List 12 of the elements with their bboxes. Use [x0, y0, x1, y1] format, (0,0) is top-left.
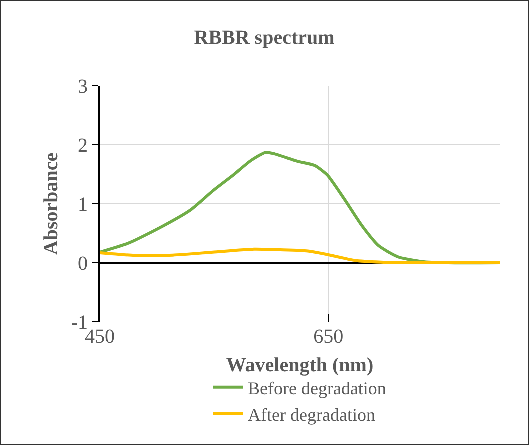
chart-title: RBBR spectrum — [194, 26, 336, 49]
legend-label: Before degradation — [248, 378, 386, 398]
x-tick-label: 650 — [314, 326, 344, 348]
legend-label: After degradation — [248, 404, 376, 425]
y-tick-label: 1 — [78, 194, 88, 216]
y-axis-title: Absorbance — [40, 152, 62, 256]
x-axis-title: Wavelength (nm) — [226, 354, 374, 376]
x-tick-label: 450 — [85, 326, 115, 348]
y-tick-label: 3 — [78, 76, 88, 98]
y-tick-label: 0 — [78, 253, 88, 275]
y-tick-label: -1 — [71, 312, 88, 334]
y-tick-label: 2 — [78, 135, 88, 157]
